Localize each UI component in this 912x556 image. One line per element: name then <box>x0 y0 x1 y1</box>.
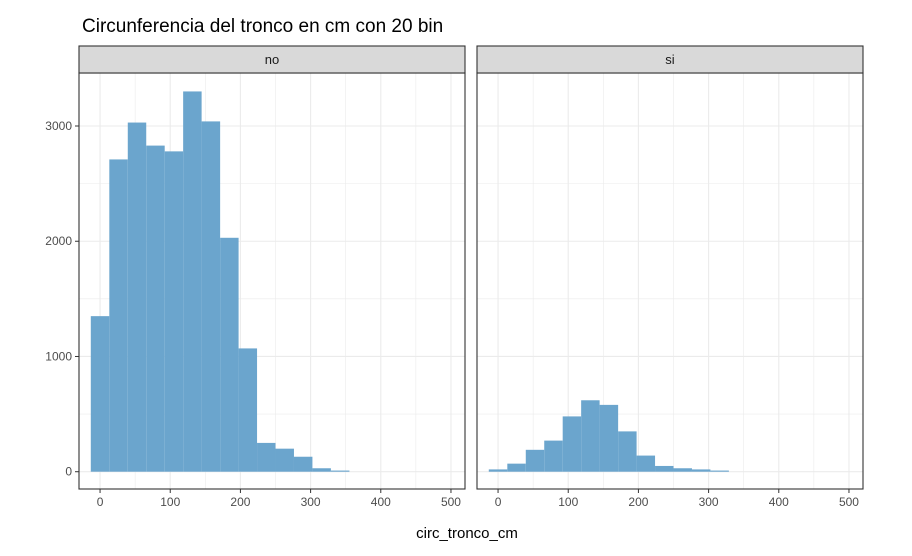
histogram-bar <box>127 122 147 472</box>
x-tick-label: 400 <box>769 495 789 509</box>
chart-title: Circunferencia del tronco en cm con 20 b… <box>82 16 444 37</box>
histogram-bar <box>183 91 202 472</box>
histogram-bar <box>164 151 184 472</box>
histogram-bar <box>673 468 692 472</box>
histogram-bar <box>257 442 276 472</box>
histogram-bar <box>90 316 110 472</box>
x-tick-label: 200 <box>230 495 250 509</box>
x-tick-label: 0 <box>495 495 502 509</box>
histogram-bar <box>109 159 128 472</box>
histogram-bar <box>581 400 600 472</box>
facet-strip <box>476 45 864 74</box>
panel-background <box>477 73 863 489</box>
histogram-bar <box>599 404 619 472</box>
x-tick-label: 500 <box>839 495 859 509</box>
histogram-bar <box>691 469 711 472</box>
x-tick-label: 300 <box>301 495 321 509</box>
x-tick-label: 100 <box>160 495 180 509</box>
histogram-bar <box>293 456 313 472</box>
facet-panel-si: si 0 100 200 300 400 500 <box>476 45 864 509</box>
histogram-bar <box>507 463 526 472</box>
y-tick-label: 0 <box>65 465 72 479</box>
x-tick-label: 0 <box>97 495 104 509</box>
x-tick-label: 100 <box>558 495 578 509</box>
y-tick-label: 1000 <box>45 349 72 363</box>
histogram-bar <box>618 431 637 472</box>
facet-strip-label: si <box>665 52 675 67</box>
x-tick-label: 400 <box>371 495 391 509</box>
histogram-bar <box>312 468 331 472</box>
facet-strip <box>78 45 466 74</box>
histogram-bar <box>146 145 165 472</box>
x-tick-label: 200 <box>628 495 648 509</box>
histogram-bar <box>636 455 656 472</box>
histogram-bar <box>655 465 674 472</box>
histogram-bar <box>238 348 258 472</box>
histogram-bar <box>488 469 508 472</box>
histogram-bar <box>544 440 563 472</box>
histogram-bar <box>220 237 239 472</box>
histogram-bar <box>562 416 582 472</box>
y-tick-label: 2000 <box>45 234 72 248</box>
histogram-bar <box>275 448 294 472</box>
facet-panel-no: no 0 100 200 300 400 500 0 1000 2000 3000 <box>45 45 466 509</box>
histogram-bar <box>710 470 729 472</box>
x-tick-label: 500 <box>441 495 461 509</box>
histogram-bar <box>330 470 350 472</box>
histogram-bar <box>201 121 221 472</box>
x-tick-label: 300 <box>699 495 719 509</box>
x-axis-title: circ_tronco_cm <box>416 525 518 542</box>
histogram-bar <box>525 449 545 472</box>
facet-strip-label: no <box>265 52 279 67</box>
y-tick-label: 3000 <box>45 119 72 133</box>
